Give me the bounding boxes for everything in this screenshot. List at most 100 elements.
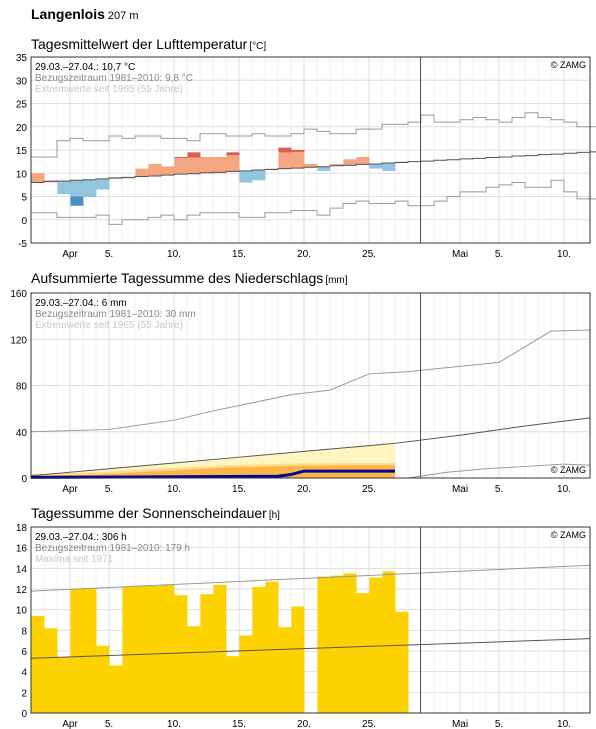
y-tick-label: 80: [16, 382, 28, 393]
x-tick-label: 5.: [495, 249, 503, 260]
y-tick-label: 12: [16, 585, 28, 596]
temperature-bar: [213, 156, 227, 173]
x-tick-label: Apr: [62, 484, 78, 495]
sunshine-bar: [44, 628, 58, 713]
extreme-max-line: [31, 112, 596, 158]
temperature-bar: [330, 163, 344, 166]
sunshine-bar: [291, 606, 305, 713]
extreme-min-line: [31, 179, 596, 225]
info-reference: Bezugszeitraum 1981–2010: 179 h: [35, 543, 190, 554]
y-tick-label: 0: [21, 709, 27, 720]
sunshine-bar: [70, 589, 84, 713]
climate-mean-line: [30, 638, 591, 659]
x-tick-label: 10.: [557, 484, 571, 495]
panel-1: [30, 292, 591, 479]
info-reference: Bezugszeitraum 1981–2010: 9,8 °C: [35, 73, 193, 84]
y-tick-label: 10: [16, 169, 28, 180]
temperature-bar-normal-part: [278, 152, 292, 169]
temperature-unit: [°C]: [249, 41, 267, 52]
y-tick-label: 4: [21, 668, 27, 679]
x-tick-label: Mai: [452, 719, 468, 729]
temperature-bar: [161, 166, 175, 176]
x-tick-label: 15.: [232, 249, 246, 260]
sunshine-bar: [187, 626, 201, 713]
sunshine-bar: [135, 585, 149, 713]
x-tick-label: 15.: [232, 484, 246, 495]
y-tick-label: 15: [16, 146, 28, 157]
x-tick-label: Mai: [452, 484, 468, 495]
temperature-bar: [317, 166, 331, 171]
temperature-bar: [239, 170, 253, 183]
info-period: 29.03.–27.04.: 6 mm: [35, 298, 127, 309]
y-tick-label: 0: [21, 474, 27, 485]
info-extremes: Extremwerte seit 1965 (55 Jahre): [35, 84, 183, 95]
y-tick-label: 16: [16, 544, 28, 555]
x-tick-label: Mai: [452, 249, 468, 260]
temperature-bar-normal-part: [70, 180, 84, 197]
plot-frame: [30, 526, 591, 714]
sunshine-bar: [330, 575, 344, 713]
temperature-bar: [252, 169, 266, 181]
station-title: Langenlois 207 m: [31, 6, 138, 22]
sunshine-bar: [239, 635, 253, 713]
temperature-bar: [304, 163, 318, 168]
temperature-bar-normal-part: [291, 151, 305, 169]
x-tick-label: 25.: [362, 484, 376, 495]
sunshine-bar: [122, 586, 136, 713]
x-tick-label: 5.: [105, 719, 113, 729]
climate-mean-line: [31, 151, 596, 184]
temperature-bar-normal-part: [174, 157, 188, 175]
sunshine-bar: [356, 593, 370, 713]
sunshine-bar: [213, 584, 227, 713]
precipitation-unit: [mm]: [325, 275, 348, 286]
x-tick-label: 25.: [362, 249, 376, 260]
panel-title-sunshine: Tagessumme der Sonnenscheindauer [h]: [31, 505, 280, 521]
info-extremes: Extremwerte seit 1965 (55 Jahre): [35, 320, 183, 331]
y-tick-label: -5: [18, 239, 27, 250]
sunshine-bar: [369, 577, 383, 713]
x-tick-label: 10.: [557, 719, 571, 729]
sunshine-bar: [31, 615, 45, 713]
observed-cumulative-line: [30, 469, 395, 479]
y-tick-label: 10: [16, 606, 28, 617]
sunshine-bar: [83, 587, 97, 713]
temperature-bar: [96, 178, 110, 190]
temperature-bar-normal-part: [187, 157, 201, 174]
x-tick-label: 5.: [495, 484, 503, 495]
x-tick-label: Apr: [62, 249, 78, 260]
zamg-credit: © ZAMG: [551, 530, 586, 540]
temperature-bar: [31, 173, 45, 183]
sunshine-bar: [200, 594, 214, 713]
x-tick-label: 20.: [297, 719, 311, 729]
x-tick-label: 15.: [232, 719, 246, 729]
x-tick-label: 25.: [362, 719, 376, 729]
y-tick-label: 120: [10, 335, 27, 346]
temperature-bar: [369, 163, 383, 169]
temperature-bar: [356, 156, 370, 165]
sunshine-bar: [226, 656, 240, 713]
plot-frame: [30, 56, 591, 244]
y-tick-label: 0: [21, 216, 27, 227]
sunshine-bar: [343, 573, 357, 713]
station-name: Langenlois: [31, 6, 105, 22]
temperature-bar: [135, 168, 149, 177]
panel-title-precipitation: Aufsummierte Tagessumme des Niederschlag…: [31, 270, 348, 286]
y-tick-label: 14: [16, 564, 28, 575]
x-tick-label: 20.: [297, 249, 311, 260]
y-tick-label: 30: [16, 76, 28, 87]
y-tick-label: 6: [21, 647, 27, 658]
sunshine-bar: [57, 657, 71, 713]
temperature-bar: [44, 180, 58, 182]
panel-2: [30, 526, 591, 714]
sunshine-bar: [278, 627, 292, 713]
temperature-bar-normal-part: [83, 179, 97, 197]
x-tick-label: 5.: [495, 719, 503, 729]
x-tick-label: 5.: [105, 249, 113, 260]
x-tick-label: Apr: [62, 719, 78, 729]
zamg-credit: © ZAMG: [551, 60, 586, 70]
sunshine-bar: [382, 571, 396, 713]
y-tick-label: 35: [16, 53, 28, 64]
y-tick-label: 20: [16, 123, 28, 134]
y-tick-label: 160: [10, 289, 27, 300]
